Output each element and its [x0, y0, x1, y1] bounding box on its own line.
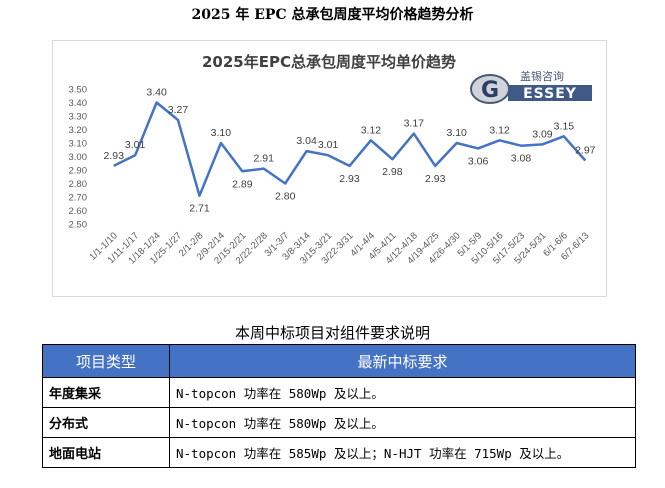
header-requirement: 最新中标要求 [169, 344, 636, 378]
data-label: 3.40 [146, 87, 167, 99]
row-type: 地面电站 [42, 437, 170, 468]
chart-title: 2025年EPC总承包周度平均单价趋势 [202, 53, 456, 71]
row-type: 分布式 [42, 407, 170, 438]
data-label: 2.93 [339, 173, 360, 185]
y-tick-label: 2.60 [69, 206, 88, 217]
data-label: 2.93 [103, 150, 124, 162]
data-label: 2.71 [189, 203, 210, 215]
logo-letter: G [481, 78, 499, 103]
data-label: 3.12 [489, 124, 510, 136]
y-tick-label: 2.70 [69, 193, 88, 204]
data-label: 3.17 [404, 118, 425, 130]
x-axis-ticks: 1/1-1/101/11-1/171/18-1/241/25-1/272/1-2… [87, 230, 591, 266]
page-title: 2025 年 EPC 总承包周度平均价格趋势分析 [191, 7, 474, 23]
data-label: 3.01 [318, 139, 339, 151]
line-chart: 2025年EPC总承包周度平均单价趋势 3.50 3.40 3.30 3.20 3.10… [69, 53, 596, 267]
y-tick-label: 3.20 [69, 125, 88, 136]
data-label: 3.10 [211, 127, 232, 139]
header-project-type: 项目类型 [42, 344, 170, 378]
y-tick-label: 2.80 [69, 179, 88, 190]
y-tick-label: 3.00 [69, 152, 88, 163]
y-axis-ticks: 3.50 3.40 3.30 3.20 3.10 3.00 2.90 2.80 2.70 2.60… [69, 85, 88, 231]
data-label: 2.98 [382, 166, 403, 178]
logo-chinese: 盖锡咨询 [520, 69, 564, 83]
logo-english: ESSEY [523, 86, 577, 102]
table-row: 年度集采 N-topcon 功率在 580Wp 及以上。 [42, 377, 636, 408]
data-label: 3.27 [168, 104, 189, 116]
data-label: 2.91 [254, 153, 275, 165]
y-tick-label: 3.50 [69, 85, 88, 96]
data-labels: 2.933.013.403.272.713.102.892.912.803.04… [103, 87, 595, 215]
data-label: 3.10 [446, 127, 467, 139]
series-line-path [113, 101, 587, 197]
y-tick-label: 3.40 [69, 98, 88, 109]
row-requirement: N-topcon 功率在 580Wp 及以上。 [169, 407, 636, 438]
data-label: 2.97 [575, 145, 596, 157]
data-label: 3.04 [296, 135, 317, 147]
y-tick-label: 2.50 [69, 220, 88, 231]
data-label: 3.06 [468, 155, 489, 167]
table-title: 本周中标项目对组件要求说明 [234, 324, 430, 342]
y-tick-label: 3.10 [69, 139, 88, 150]
row-requirement: N-topcon 功率在 580Wp 及以上。 [169, 377, 636, 408]
table-row: 分布式 N-topcon 功率在 580Wp 及以上。 [42, 407, 636, 438]
data-label: 3.08 [511, 153, 532, 165]
data-label: 2.93 [425, 173, 446, 185]
data-label: 2.80 [275, 191, 296, 203]
row-requirement: N-topcon 功率在 585Wp 及以上；N-HJT 功率在 715Wp 及… [169, 437, 636, 468]
data-label: 3.01 [125, 139, 146, 151]
row-type: 年度集采 [42, 377, 170, 408]
y-tick-label: 3.30 [69, 112, 88, 123]
data-label: 3.15 [554, 120, 575, 132]
data-label: 3.12 [361, 124, 382, 136]
y-tick-label: 2.90 [69, 166, 88, 177]
data-label: 3.09 [532, 128, 553, 140]
table-row: 地面电站 N-topcon 功率在 585Wp 及以上；N-HJT 功率在 71… [42, 437, 636, 468]
table-header-row: 项目类型 最新中标要求 [42, 344, 636, 378]
data-label: 2.89 [232, 178, 253, 190]
gessey-logo: G 盖锡咨询 ESSEY [470, 68, 594, 104]
series-line [113, 101, 587, 197]
requirements-table: 项目类型 最新中标要求 年度集采 N-topcon 功率在 580Wp 及以上。… [42, 344, 636, 468]
chart-area: 2025年EPC总承包周度平均单价趋势 3.50 3.40 3.30 3.20 3.10… [52, 40, 607, 297]
